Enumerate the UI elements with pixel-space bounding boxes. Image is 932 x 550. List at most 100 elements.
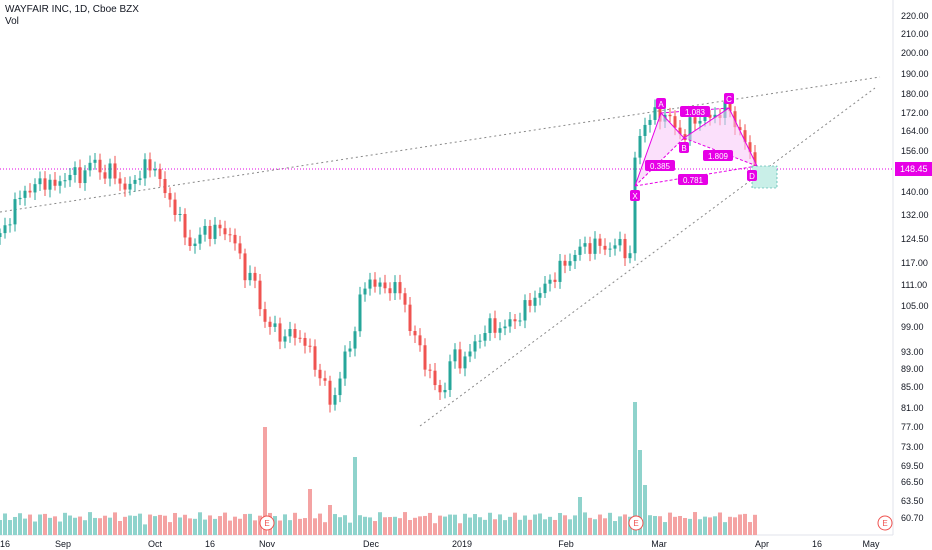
- candle-body: [603, 245, 607, 250]
- candle-body: [278, 323, 282, 342]
- time-tick-label: 16: [205, 539, 215, 549]
- candle-body: [533, 297, 537, 306]
- candle-body: [543, 283, 547, 294]
- candlesticks: [0, 94, 757, 413]
- candle-body: [23, 190, 27, 198]
- volume-bar: [218, 516, 222, 535]
- volume-bar: [573, 515, 577, 535]
- volume-bar: [523, 515, 527, 535]
- candle-body: [428, 369, 432, 371]
- candle-body: [363, 288, 367, 295]
- candle-body: [313, 346, 317, 370]
- volume-bar: [308, 489, 312, 535]
- candle-body: [43, 178, 47, 190]
- pattern-ratio-badge: [645, 160, 675, 171]
- earnings-marker[interactable]: [259, 515, 275, 531]
- candle-body: [578, 246, 582, 255]
- volume-bar: [128, 515, 132, 535]
- candle-body: [708, 114, 712, 118]
- pattern-point-label: B: [681, 144, 686, 153]
- time-tick-label: 16: [812, 539, 822, 549]
- volume-bar: [143, 524, 147, 535]
- candle-body: [403, 293, 407, 305]
- volume-bar: [118, 520, 122, 535]
- pattern-target-zone[interactable]: [751, 165, 778, 189]
- current-price-label: 148.45: [900, 164, 928, 174]
- candle-body: [433, 370, 437, 386]
- candle-body: [113, 163, 117, 179]
- volume-bar: [313, 518, 317, 535]
- volume-bar: [603, 518, 607, 535]
- volume-bar: [73, 517, 77, 535]
- time-tick-label: Nov: [259, 539, 276, 549]
- volume-bar: [553, 519, 557, 535]
- pattern-ratio-badge: [680, 106, 710, 117]
- price-tick-label: 73.00: [901, 442, 924, 452]
- candle-body: [98, 159, 102, 173]
- volume-bar: [493, 519, 497, 535]
- price-tick-label: 117.00: [901, 258, 928, 268]
- candle-body: [523, 300, 527, 321]
- candle-body: [393, 282, 397, 294]
- candle-body: [508, 319, 512, 327]
- volume-bar: [28, 514, 32, 535]
- candle-body: [693, 117, 697, 124]
- pattern-bd-line: [683, 137, 758, 167]
- time-tick-label: Sep: [55, 539, 71, 549]
- volume-bar: [743, 513, 747, 535]
- volume-bar: [453, 514, 457, 535]
- volume-bar: [733, 517, 737, 535]
- price-tick-label: 180.00: [901, 89, 929, 99]
- volume-bar: [618, 516, 622, 535]
- volume-bar: [153, 516, 157, 535]
- earnings-marker[interactable]: [628, 515, 644, 531]
- candle-body: [598, 238, 602, 246]
- time-tick-label: May: [862, 539, 880, 549]
- volume-label: Vol: [5, 16, 19, 27]
- candle-body: [28, 190, 32, 193]
- candle-body: [628, 253, 632, 259]
- volume-bar: [378, 512, 382, 535]
- candle-body: [233, 234, 237, 244]
- symbol-title[interactable]: WAYFAIR INC, 1D, Cboe BZX: [5, 4, 139, 15]
- time-tick-label: Feb: [558, 539, 574, 549]
- pattern-point-badge: [630, 190, 640, 201]
- candle-body: [183, 213, 187, 238]
- candle-body: [123, 183, 127, 190]
- candle-body: [338, 378, 342, 396]
- volume-bar: [163, 515, 167, 535]
- volume-bar: [283, 514, 287, 535]
- pattern-ratio-badge: [678, 174, 708, 185]
- volume-bar: [98, 518, 102, 535]
- candle-body: [743, 130, 747, 143]
- time-tick-label: 16: [0, 539, 10, 549]
- candle-body: [748, 142, 752, 153]
- volume-bar: [18, 513, 22, 535]
- earnings-marker[interactable]: [877, 515, 893, 531]
- price-tick-label: 220.00: [901, 11, 929, 21]
- volume-bar: [323, 522, 327, 535]
- candle-body: [208, 225, 212, 239]
- volume-bar: [613, 521, 617, 535]
- volume-bar: [688, 518, 692, 535]
- volume-bar: [198, 512, 202, 535]
- candle-body: [448, 361, 452, 390]
- volume-bar: [393, 516, 397, 535]
- volume-bar: [673, 516, 677, 535]
- volume-bar: [203, 519, 207, 535]
- time-axis[interactable]: 16 Sep Oct 16 Nov Dec 2019 Feb Mar Apr 16 May: [0, 539, 880, 549]
- price-tick-label: 190.00: [901, 69, 929, 79]
- candle-body: [458, 349, 462, 369]
- candle-body: [193, 243, 197, 247]
- volume-bar: [638, 450, 642, 535]
- price-axis[interactable]: 220.00 210.00 200.00 190.00 180.00 172.00 164.…: [895, 11, 932, 523]
- volume-bar: [438, 515, 442, 535]
- volume-bar: [348, 522, 352, 535]
- volume-bar: [288, 520, 292, 535]
- volume-bar: [518, 519, 522, 535]
- pattern-point-badge: [724, 93, 734, 104]
- candle-body: [308, 345, 312, 347]
- volume-bar: [363, 516, 367, 535]
